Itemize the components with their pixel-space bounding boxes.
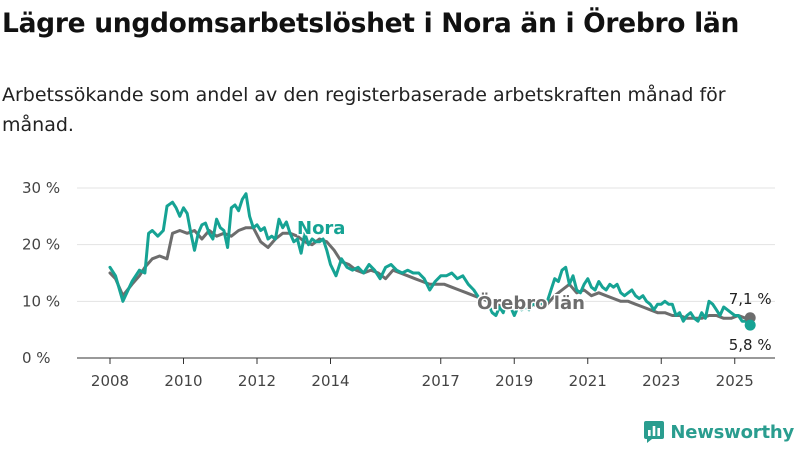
y-tick-label: 10 % <box>22 292 60 310</box>
series-label-nora: Nora <box>297 218 345 239</box>
line-chart: 0 % 10 % 20 % 30 % 2008 2010 2012 2014 2017 2019… <box>22 179 775 390</box>
series-line-orebro-lan <box>108 226 752 320</box>
chart-series <box>108 192 752 327</box>
x-tick-label: 2008 <box>91 372 129 390</box>
bar-chart-icon <box>644 421 665 443</box>
brand-logo[interactable]: Newsworthy <box>644 421 794 443</box>
x-tick-label: 2012 <box>238 372 276 390</box>
page-subtitle: Arbetssökande som andel av den registerb… <box>2 84 726 136</box>
y-tick-label: 30 % <box>22 179 60 197</box>
y-axis: 0 % 10 % 20 % 30 % <box>22 179 60 367</box>
x-axis: 2008 2010 2012 2014 2017 2019 2021 2023 2025 <box>91 358 754 390</box>
x-tick-label: 2023 <box>642 372 680 390</box>
x-tick-label: 2017 <box>422 372 460 390</box>
series-line-nora <box>108 192 752 327</box>
end-point-nora <box>744 319 756 331</box>
x-tick-label: 2014 <box>311 372 349 390</box>
x-tick-label: 2010 <box>164 372 202 390</box>
x-tick-label: 2021 <box>569 372 607 390</box>
page-title: Lägre ungdomsarbetslöshet i Nora än i Ör… <box>2 8 740 39</box>
brand-name: Newsworthy <box>670 421 794 443</box>
y-tick-label: 0 % <box>22 349 51 367</box>
chart-labels: 7,1 % 5,8 % Nora Örebro län <box>296 217 772 355</box>
y-tick-label: 20 % <box>22 236 60 254</box>
end-label-orebro-lan: 7,1 % <box>729 290 772 308</box>
x-tick-label: 2019 <box>495 372 533 390</box>
series-label-orebro-lan: Örebro län <box>477 292 585 314</box>
x-tick-label: 2025 <box>716 372 754 390</box>
end-label-nora: 5,8 % <box>729 336 772 354</box>
